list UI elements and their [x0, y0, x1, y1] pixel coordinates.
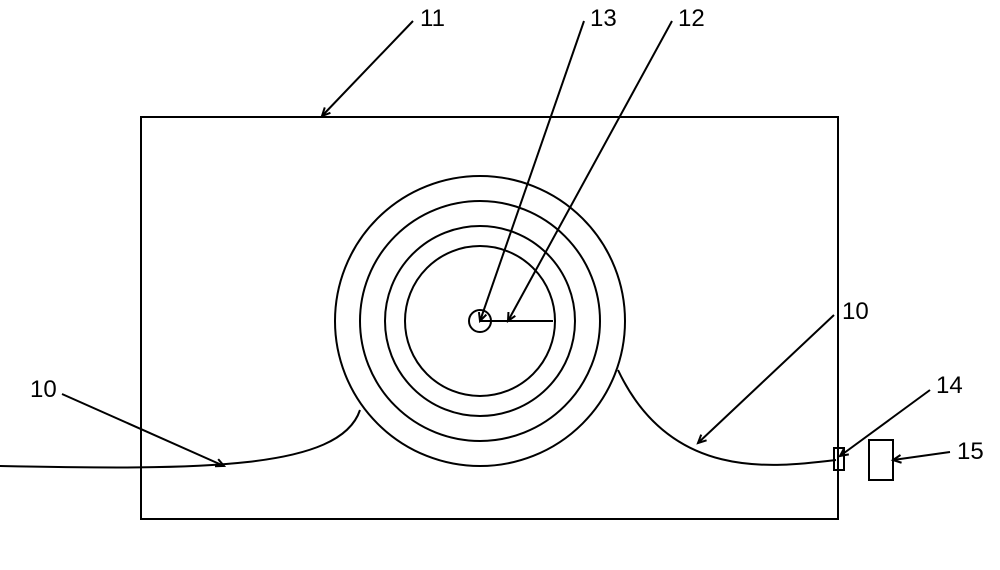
label-10-right: 10: [842, 298, 869, 326]
label-14: 14: [936, 372, 963, 400]
label-15: 15: [957, 438, 984, 466]
label-11: 11: [420, 5, 445, 33]
label-10-left: 10: [30, 376, 57, 404]
technical-diagram: [0, 0, 1000, 570]
label-13: 13: [590, 5, 617, 33]
label-12: 12: [678, 5, 705, 33]
